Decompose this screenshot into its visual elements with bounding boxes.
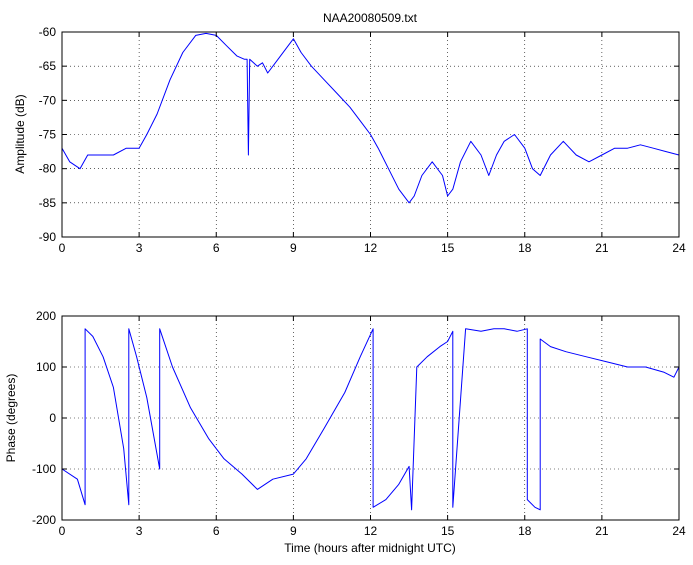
phase-x-tick-label: 12 [364, 524, 378, 538]
amplitude-y-tick-label: -70 [39, 93, 57, 107]
phase-x-axis-label: Time (hours after midnight UTC) [284, 541, 456, 555]
amplitude-x-tick-label: 18 [518, 241, 532, 255]
amplitude-x-tick-label: 21 [595, 241, 609, 255]
phase-y-axis-label: Phase (degrees) [4, 374, 18, 463]
phase-series-line [61, 328, 680, 511]
amplitude-chart-title: NAA20080509.txt [323, 11, 418, 25]
phase-x-tick-label: 3 [136, 524, 143, 538]
amplitude-y-tick-label: -65 [39, 59, 57, 73]
amplitude-y-tick-label: -75 [39, 128, 57, 142]
phase-x-tick-label: 0 [59, 524, 66, 538]
amplitude-series-line [61, 32, 680, 204]
amplitude-y-tick-label: -60 [39, 25, 57, 39]
amplitude-ticks: 0 3 6 9 12 15 18 21 24 -90 -85 -80 -75 -70 -65 -60 [39, 25, 686, 255]
amplitude-panel: 0 3 6 9 12 15 18 21 24 -90 -85 -80 -75 -70 -65 -60 NAA2… [13, 11, 686, 255]
phase-x-tick-label: 9 [290, 524, 297, 538]
phase-plot [61, 328, 680, 511]
amplitude-x-tick-label: 24 [672, 241, 686, 255]
phase-x-tick-label: 18 [518, 524, 532, 538]
amplitude-y-tick-label: -80 [39, 162, 57, 176]
phase-y-tick-label: 0 [49, 411, 56, 425]
amplitude-x-tick-label: 15 [441, 241, 455, 255]
phase-panel: 0 3 6 9 12 15 18 21 24 -200 -100 0 100 200 Time (hour… [4, 309, 686, 555]
amplitude-y-tick-label: -85 [39, 196, 57, 210]
phase-y-tick-label: -200 [32, 513, 56, 527]
amplitude-x-tick-label: 3 [136, 241, 143, 255]
amplitude-plot [61, 32, 680, 204]
phase-x-tick-label: 15 [441, 524, 455, 538]
phase-y-tick-label: 100 [36, 360, 56, 374]
phase-y-tick-label: 200 [36, 309, 56, 323]
amplitude-x-tick-label: 0 [59, 241, 66, 255]
amplitude-x-tick-label: 9 [290, 241, 297, 255]
amplitude-x-tick-label: 12 [364, 241, 378, 255]
amplitude-y-tick-label: -90 [39, 230, 57, 244]
phase-x-tick-label: 24 [672, 524, 686, 538]
phase-ticks: 0 3 6 9 12 15 18 21 24 -200 -100 0 100 200 [32, 309, 686, 538]
phase-x-tick-label: 6 [213, 524, 220, 538]
phase-y-tick-label: -100 [32, 462, 56, 476]
amplitude-y-axis-label: Amplitude (dB) [13, 94, 27, 173]
phase-grid [62, 316, 679, 520]
amplitude-x-tick-label: 6 [213, 241, 220, 255]
phase-x-tick-label: 21 [595, 524, 609, 538]
